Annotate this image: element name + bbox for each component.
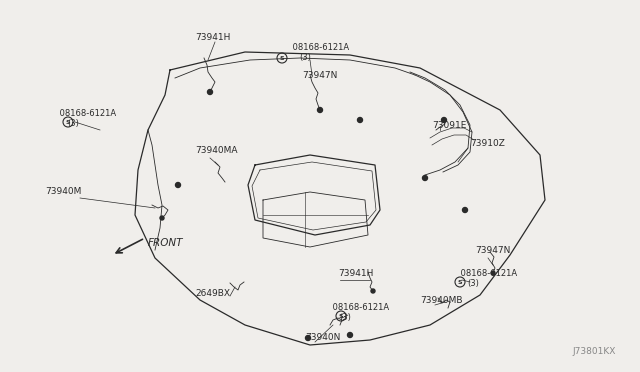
Circle shape	[463, 208, 467, 212]
Text: 2649BX: 2649BX	[195, 289, 230, 298]
Circle shape	[305, 336, 310, 340]
Text: 73940MB: 73940MB	[420, 296, 463, 305]
Text: S: S	[339, 314, 343, 318]
Circle shape	[358, 118, 362, 122]
Circle shape	[491, 271, 495, 275]
Text: 73910Z: 73910Z	[470, 139, 505, 148]
Text: 08168-6121A: 08168-6121A	[290, 43, 349, 52]
Text: J73801KX: J73801KX	[572, 347, 616, 356]
Circle shape	[207, 90, 212, 94]
Text: 08168-6121A: 08168-6121A	[57, 109, 116, 118]
Circle shape	[175, 183, 180, 187]
Text: 73091E: 73091E	[432, 121, 467, 130]
Text: 73941H: 73941H	[338, 269, 373, 278]
Text: (3): (3)	[299, 53, 311, 62]
Text: 73940M: 73940M	[45, 187, 81, 196]
Circle shape	[160, 216, 164, 220]
Text: 73940MA: 73940MA	[195, 146, 237, 155]
Circle shape	[348, 333, 353, 337]
Text: 08168-6121A: 08168-6121A	[330, 303, 389, 312]
Text: S: S	[458, 279, 462, 285]
Text: (3): (3)	[67, 119, 79, 128]
Circle shape	[371, 289, 375, 293]
Circle shape	[317, 108, 323, 112]
Text: (3): (3)	[467, 279, 479, 288]
Text: (3): (3)	[339, 313, 351, 322]
Circle shape	[422, 176, 428, 180]
Text: 73947N: 73947N	[302, 71, 337, 80]
Circle shape	[442, 118, 447, 122]
Text: 73941H: 73941H	[195, 33, 230, 42]
Text: S: S	[280, 55, 284, 61]
Text: S: S	[66, 119, 70, 125]
Text: 73947N: 73947N	[475, 246, 510, 255]
Text: 08168-6121A: 08168-6121A	[458, 269, 517, 278]
Text: 73940N: 73940N	[305, 333, 340, 342]
Text: FRONT: FRONT	[148, 238, 184, 248]
